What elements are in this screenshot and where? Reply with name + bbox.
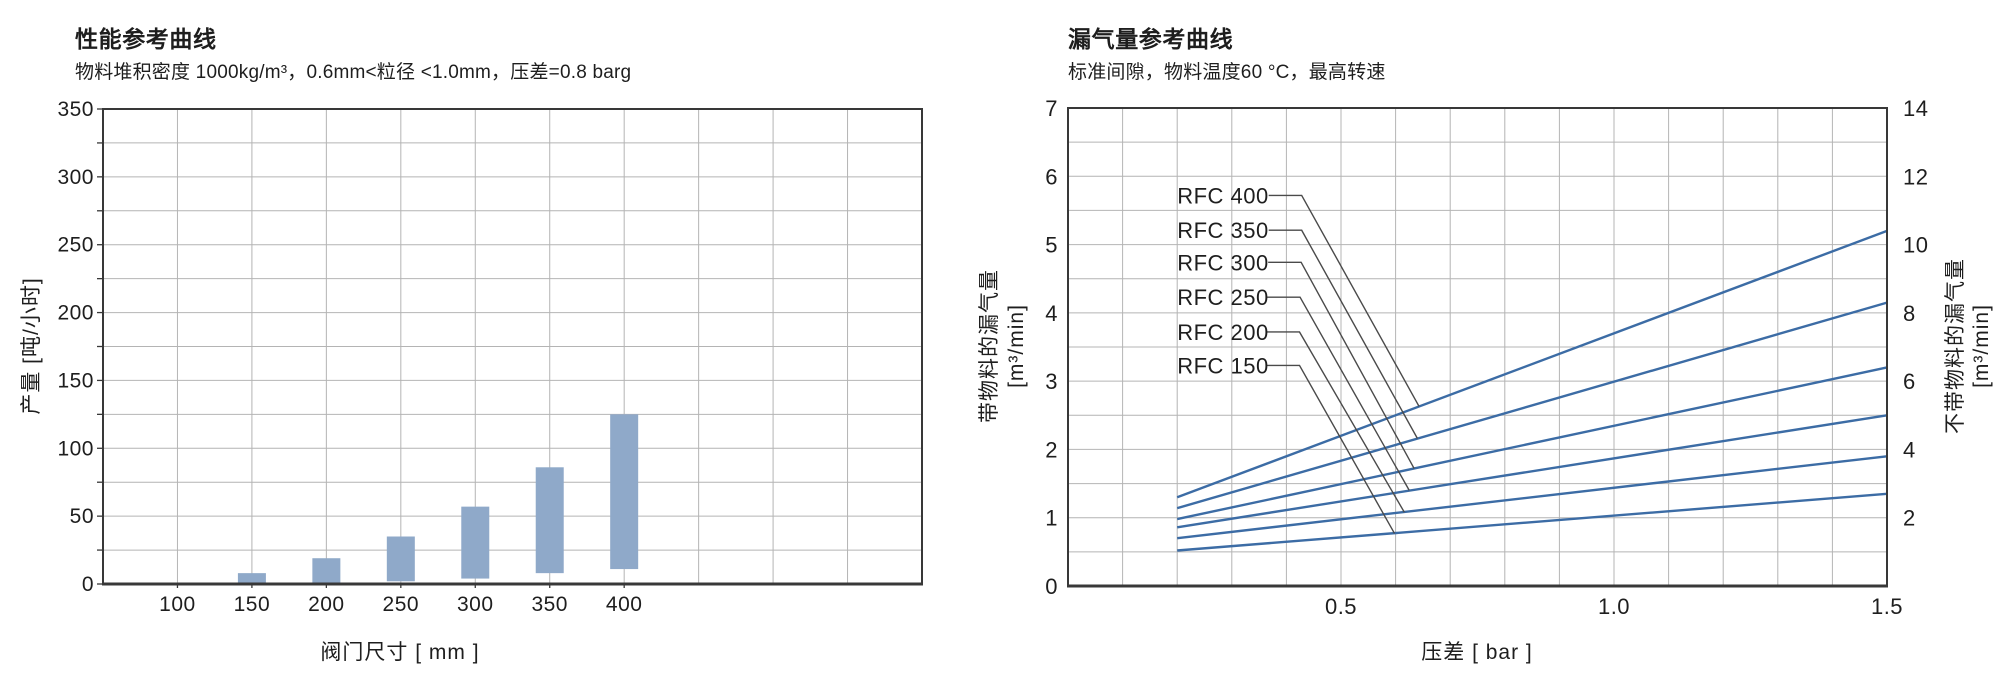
leakage-chart-subtitle: 标准间隙，物料温度60 °C，最高转速 [1068,62,1386,83]
series-label-rfc-250: RFC 250 [1177,285,1269,310]
series-callout-leader [1266,364,1396,534]
y-tick-label: 150 [57,369,94,392]
right-y-tick-label: 2 [1903,506,1916,531]
capacity-range-bar [461,506,490,579]
y-tick-label: 250 [57,234,94,257]
leakage-curve-rfc-400 [1176,229,1888,499]
leakage-right-y-axis-title: 不带物料的漏气量 [1944,258,1967,434]
x-tick-label: 100 [159,593,196,616]
series-callout-leader [1268,229,1419,439]
right-y-tick-label: 14 [1903,96,1928,121]
y-tick-label: 0 [82,573,94,596]
capacity-range-bar [237,573,266,584]
series-label-rfc-300: RFC 300 [1177,250,1269,275]
series-callout-leader [1268,194,1420,407]
x-tick-label: 200 [308,593,345,616]
series-callout-leader [1266,331,1405,513]
y-tick-label: 300 [57,166,94,189]
left-y-tick-label: 1 [1045,506,1058,531]
right-y-tick-label: 12 [1903,164,1928,189]
right-y-tick-label: 4 [1903,437,1916,462]
leakage-left-y-axis-unit: [m³/min] [1005,304,1028,388]
x-tick-label: 0.5 [1325,594,1357,619]
series-label-rfc-150: RFC 150 [1177,353,1269,378]
leakage-curve-rfc-250 [1177,414,1888,529]
left-y-tick-label: 5 [1045,233,1058,258]
capacity-range-bar [386,536,415,582]
left-y-tick-label: 4 [1045,301,1058,326]
performance-y-axis-title: 产量 [吨/小时] [20,277,43,415]
x-tick-label: 1.0 [1598,594,1630,619]
right-y-tick-label: 8 [1903,301,1916,326]
left-y-tick-label: 6 [1045,164,1058,189]
left-y-tick-label: 3 [1045,369,1058,394]
y-tick-label: 50 [70,505,94,528]
leakage-curve-rfc-350 [1176,301,1888,510]
capacity-range-bar [535,467,564,574]
y-tick-label: 350 [57,98,94,121]
performance-chart-subtitle: 物料堆积密度 1000kg/m³，0.6mm<粒径 <1.0mm，压差=0.8 … [75,62,632,83]
right-y-tick-label: 6 [1903,369,1916,394]
leakage-curve-rfc-200 [1177,455,1888,540]
x-tick-label: 350 [531,593,568,616]
series-label-rfc-200: RFC 200 [1177,320,1269,345]
series-label-rfc-400: RFC 400 [1177,183,1269,208]
x-tick-label: 400 [606,593,643,616]
leakage-curve-rfc-150 [1177,492,1888,552]
series-label-rfc-350: RFC 350 [1177,218,1269,243]
leakage-curve-rfc-300 [1176,366,1888,521]
performance-x-axis-title: 阀门尺寸 [ mm ] [320,641,480,664]
x-tick-label: 150 [234,593,271,616]
left-y-tick-label: 7 [1045,96,1058,121]
leakage-left-y-axis-title: 带物料的漏气量 [978,269,1001,423]
x-tick-label: 1.5 [1871,594,1903,619]
y-tick-label: 200 [57,302,94,325]
series-callout-leader [1268,261,1415,469]
capacity-range-bar [610,414,639,570]
left-y-tick-label: 0 [1045,574,1058,599]
x-tick-label: 250 [383,593,420,616]
leakage-chart-title: 漏气量参考曲线 [1068,26,1234,52]
right-y-tick-label: 10 [1903,233,1928,258]
x-tick-label: 300 [457,593,494,616]
performance-chart-title: 性能参考曲线 [75,26,217,52]
leakage-right-y-axis-unit: [m³/min] [1970,304,1993,388]
series-callout-leader [1267,296,1410,491]
left-y-tick-label: 2 [1045,437,1058,462]
leakage-x-axis-title: 压差 [ bar ] [1421,641,1533,664]
y-tick-label: 100 [57,437,94,460]
capacity-range-bar [312,558,341,583]
